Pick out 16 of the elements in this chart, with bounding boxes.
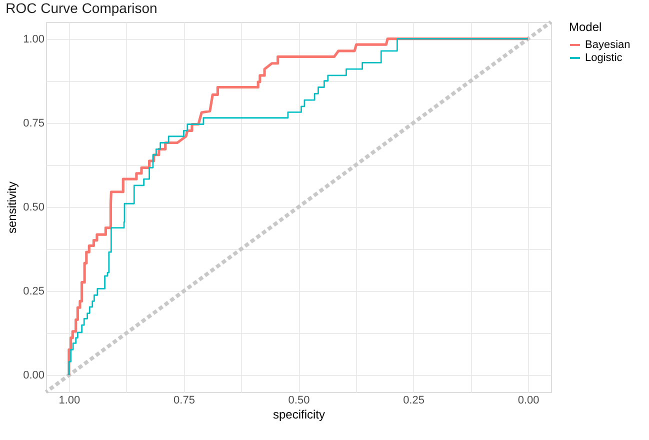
chart-title: ROC Curve Comparison [6,0,158,16]
y-tick-label: 1.00 [23,33,44,46]
y-tick-label: 0.00 [23,370,44,382]
x-tick-label: 1.00 [58,394,80,406]
x-axis-title: specificity [272,408,326,422]
legend-title: Model [569,20,602,34]
x-tick-label: 0.50 [288,394,310,406]
y-tick-label: 0.75 [23,117,44,130]
legend-label: Logistic [585,52,623,64]
y-axis-title: sensitivity [5,181,20,234]
x-tick-label: 0.00 [518,394,540,406]
x-tick-label: 0.25 [403,394,424,406]
y-tick-label: 0.25 [23,286,44,298]
y-tick-label: 0.50 [23,202,44,214]
legend-label: Bayesian [585,39,630,51]
x-tick-label: 0.75 [174,394,195,406]
